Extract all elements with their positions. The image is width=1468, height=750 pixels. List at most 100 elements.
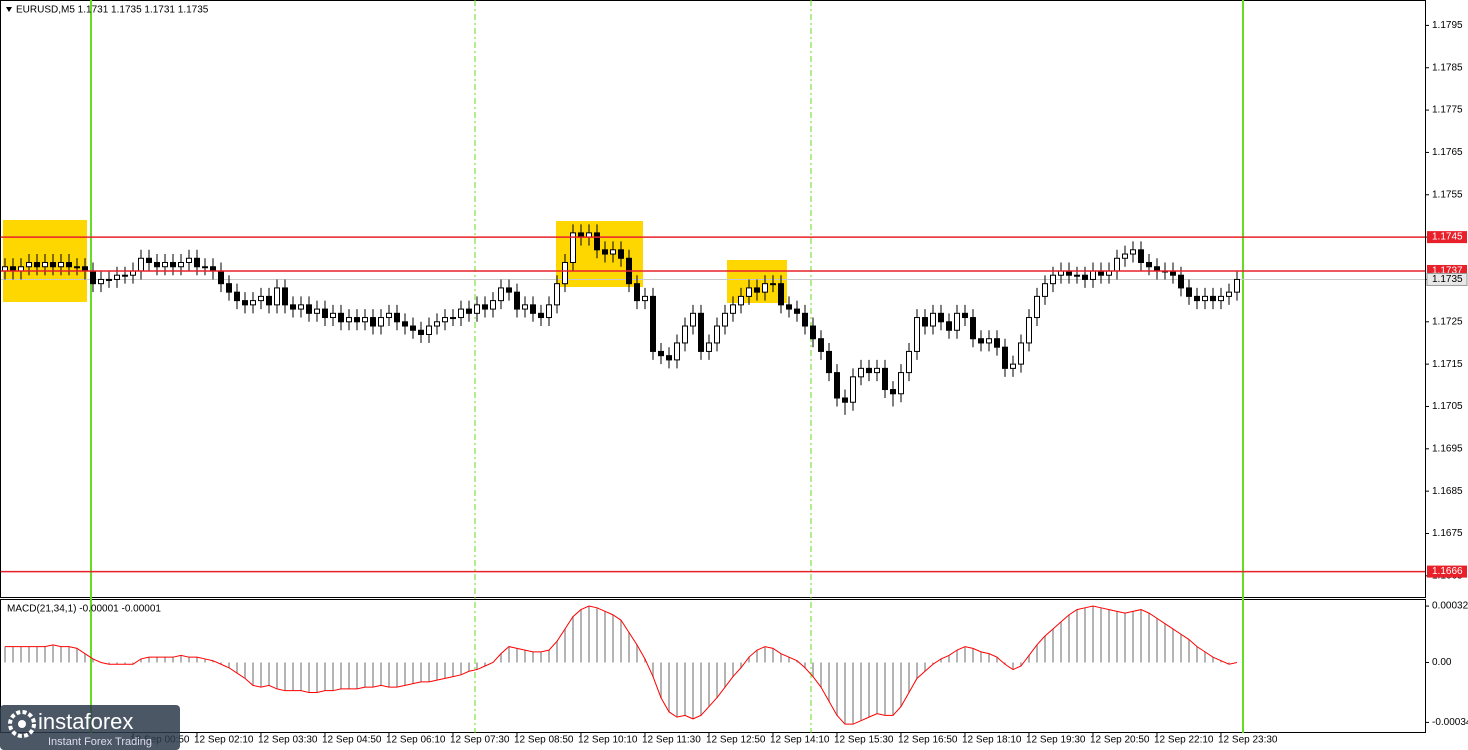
candle-body [682, 325, 688, 344]
candle-body [338, 312, 344, 323]
candle-body [218, 270, 224, 285]
candle-body [890, 389, 896, 395]
candle-body [138, 257, 144, 272]
candle-body [106, 278, 112, 281]
candle-body [610, 249, 616, 255]
candle-body [386, 312, 392, 319]
signal-line [5, 605, 1238, 725]
candle-body [1226, 291, 1232, 297]
candle-body [1178, 274, 1184, 289]
logo-gear [8, 710, 36, 738]
candle-body [410, 325, 416, 331]
x-tick-label: 12 Sep 15:30 [834, 735, 894, 746]
candle-body [914, 317, 920, 352]
candle-body [266, 295, 272, 306]
candle-body [922, 317, 928, 327]
candle-body [290, 304, 296, 310]
candle-body [906, 350, 912, 374]
candle-body [330, 312, 336, 319]
candle-body [706, 342, 712, 352]
candle-body [970, 317, 976, 340]
candle-body [322, 308, 328, 319]
candle-body [1130, 249, 1136, 255]
x-tick-label: 12 Sep 12:50 [706, 735, 766, 746]
candle-body [442, 317, 448, 323]
candle-body [634, 283, 640, 302]
candle-body [402, 321, 408, 327]
candle-body [306, 304, 312, 314]
candle-body [162, 262, 168, 268]
candle-body [986, 338, 992, 344]
candle-body [498, 287, 504, 302]
candle-body [642, 295, 648, 302]
x-tick-label: 12 Sep 04:50 [322, 735, 382, 746]
candle-body [594, 232, 600, 251]
candle-body [50, 262, 56, 268]
candle-body [946, 321, 952, 331]
chart-title: EURUSD,M5 1.1731 1.1735 1.1731 1.1735 [16, 5, 209, 16]
candle-body [450, 317, 456, 320]
candle-body [746, 287, 752, 297]
candle-body [738, 295, 744, 306]
y2-tick-label: 0.00 [1432, 657, 1452, 668]
y-tick-label: 1.1705 [1432, 401, 1463, 412]
candle-body [962, 312, 968, 319]
y-tick-label: 1.1765 [1432, 147, 1463, 158]
candle-body [298, 304, 304, 310]
candle-body [42, 262, 48, 268]
candle-body [226, 283, 232, 293]
candle-body [858, 367, 864, 378]
last-price-label-bg [1426, 272, 1468, 286]
candle-body [778, 283, 784, 306]
candle-body [722, 312, 728, 327]
candle-body [202, 266, 208, 269]
candle-body [698, 312, 704, 352]
candle-body [802, 312, 808, 327]
frame [0, 0, 1426, 733]
candle-body [1218, 295, 1224, 302]
candle-body [826, 350, 832, 374]
candle-body [786, 304, 792, 310]
candle-body [26, 262, 32, 268]
candle-body [674, 342, 680, 361]
logo-gear-hub [18, 720, 26, 728]
candle-body [34, 262, 40, 268]
candle-body [1026, 317, 1032, 344]
candle-body [90, 270, 96, 285]
candle-body [1050, 274, 1056, 285]
candle-body [146, 257, 152, 264]
y-tick-label: 1.1685 [1432, 486, 1463, 497]
candle-body [1138, 249, 1144, 264]
candle-body [426, 325, 432, 335]
y2-tick-label: 0.00032 [1432, 601, 1468, 612]
candle-body [794, 308, 800, 314]
candle-body [458, 308, 464, 319]
candle-body [978, 338, 984, 344]
candle-body [1082, 274, 1088, 280]
x-tick-label: 12 Sep 02:10 [194, 735, 254, 746]
candle-body [370, 317, 376, 327]
x-tick-label: 12 Sep 06:10 [386, 735, 446, 746]
candle-body [170, 262, 176, 268]
candle-body [1090, 270, 1096, 280]
candle-body [898, 372, 904, 395]
candle-body [1234, 278, 1240, 293]
candle-body [234, 291, 240, 302]
menu-triangle [6, 7, 12, 12]
candle-body [954, 312, 960, 331]
candle-body [994, 338, 1000, 348]
candle-body [1146, 262, 1152, 268]
price-pane-border [0, 0, 1426, 598]
candle-body [418, 329, 424, 335]
candle-body [186, 257, 192, 264]
candle-body [770, 283, 776, 286]
candle-body [362, 317, 368, 323]
candle-body [538, 312, 544, 319]
candle-body [554, 283, 560, 306]
candle-body [114, 274, 120, 280]
logo-bg [0, 705, 180, 750]
candle-body [354, 317, 360, 323]
candle-body [1194, 295, 1200, 302]
y-tick-label: 1.1695 [1432, 443, 1463, 454]
